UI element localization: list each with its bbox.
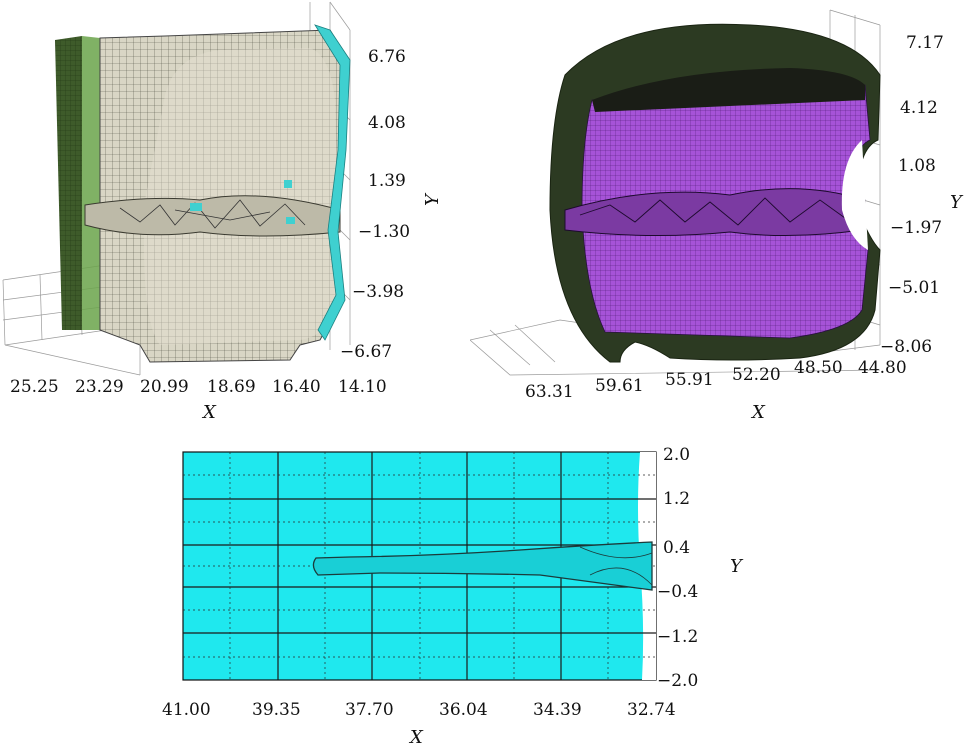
y-tick: 6.76 bbox=[368, 47, 406, 67]
y-tick: 4.12 bbox=[900, 98, 938, 118]
y-tick: −6.67 bbox=[340, 342, 392, 362]
y-tick: 1.2 bbox=[663, 489, 690, 509]
x-tick: 25.25 bbox=[10, 377, 59, 397]
y-axis-label: Y bbox=[950, 192, 964, 213]
x-tick: 16.40 bbox=[272, 377, 321, 397]
rebar-edge bbox=[314, 24, 351, 341]
y-tick: −3.98 bbox=[352, 282, 404, 302]
y-tick: −2.0 bbox=[657, 671, 698, 691]
x-tick: 55.91 bbox=[665, 370, 714, 390]
crack-outline bbox=[312, 541, 653, 591]
y-tick: −8.06 bbox=[880, 337, 932, 357]
x-tick: 41.00 bbox=[162, 700, 211, 720]
y-tick: 7.17 bbox=[906, 33, 944, 53]
x-axis-label: X bbox=[750, 402, 766, 423]
cover-concrete bbox=[55, 36, 82, 330]
x-tick: 59.61 bbox=[595, 376, 644, 396]
y-tick: −0.4 bbox=[657, 582, 698, 602]
y-axis-label: Y bbox=[422, 192, 443, 206]
panel-block-damage: 6.76 4.08 1.39 −1.30 −3.98 −6.67 Y 25.25… bbox=[2, 1, 443, 423]
y-tick: 4.08 bbox=[368, 113, 406, 133]
x-tick: 14.10 bbox=[338, 377, 387, 397]
y-tick: −5.01 bbox=[888, 278, 940, 298]
x-tick: 39.35 bbox=[252, 700, 301, 720]
crack-zone bbox=[84, 195, 341, 237]
panel-shell-damage: 7.17 4.12 1.08 −1.97 −5.01 −8.06 Y 63.31… bbox=[470, 9, 964, 423]
x-tick: 32.74 bbox=[627, 700, 676, 720]
x-tick: 63.31 bbox=[525, 382, 574, 402]
x-tick: 36.04 bbox=[439, 700, 488, 720]
y-tick: 0.4 bbox=[663, 538, 690, 558]
x-tick: 48.50 bbox=[794, 358, 843, 378]
y-tick: 1.08 bbox=[898, 156, 936, 176]
x-axis-label: X bbox=[408, 727, 424, 748]
y-tick: −1.2 bbox=[657, 627, 698, 647]
y-tick: −1.97 bbox=[890, 218, 942, 238]
x-tick: 18.69 bbox=[207, 377, 256, 397]
x-tick: 37.70 bbox=[345, 700, 394, 720]
y-tick: −1.30 bbox=[358, 222, 410, 242]
x-tick: 20.99 bbox=[140, 377, 189, 397]
x-tick: 52.20 bbox=[732, 365, 781, 385]
x-tick: 44.80 bbox=[858, 358, 907, 378]
panel-plate-crack: 2.0 1.2 0.4 −0.4 −1.2 −2.0 Y 41.00 39.35… bbox=[162, 445, 744, 748]
x-axis-label: X bbox=[201, 402, 217, 423]
x-tick: 34.39 bbox=[533, 700, 582, 720]
y-axis-label: Y bbox=[730, 556, 744, 577]
y-tick: 2.0 bbox=[663, 445, 690, 465]
y-tick: 1.39 bbox=[368, 171, 406, 191]
x-tick: 23.29 bbox=[75, 377, 124, 397]
